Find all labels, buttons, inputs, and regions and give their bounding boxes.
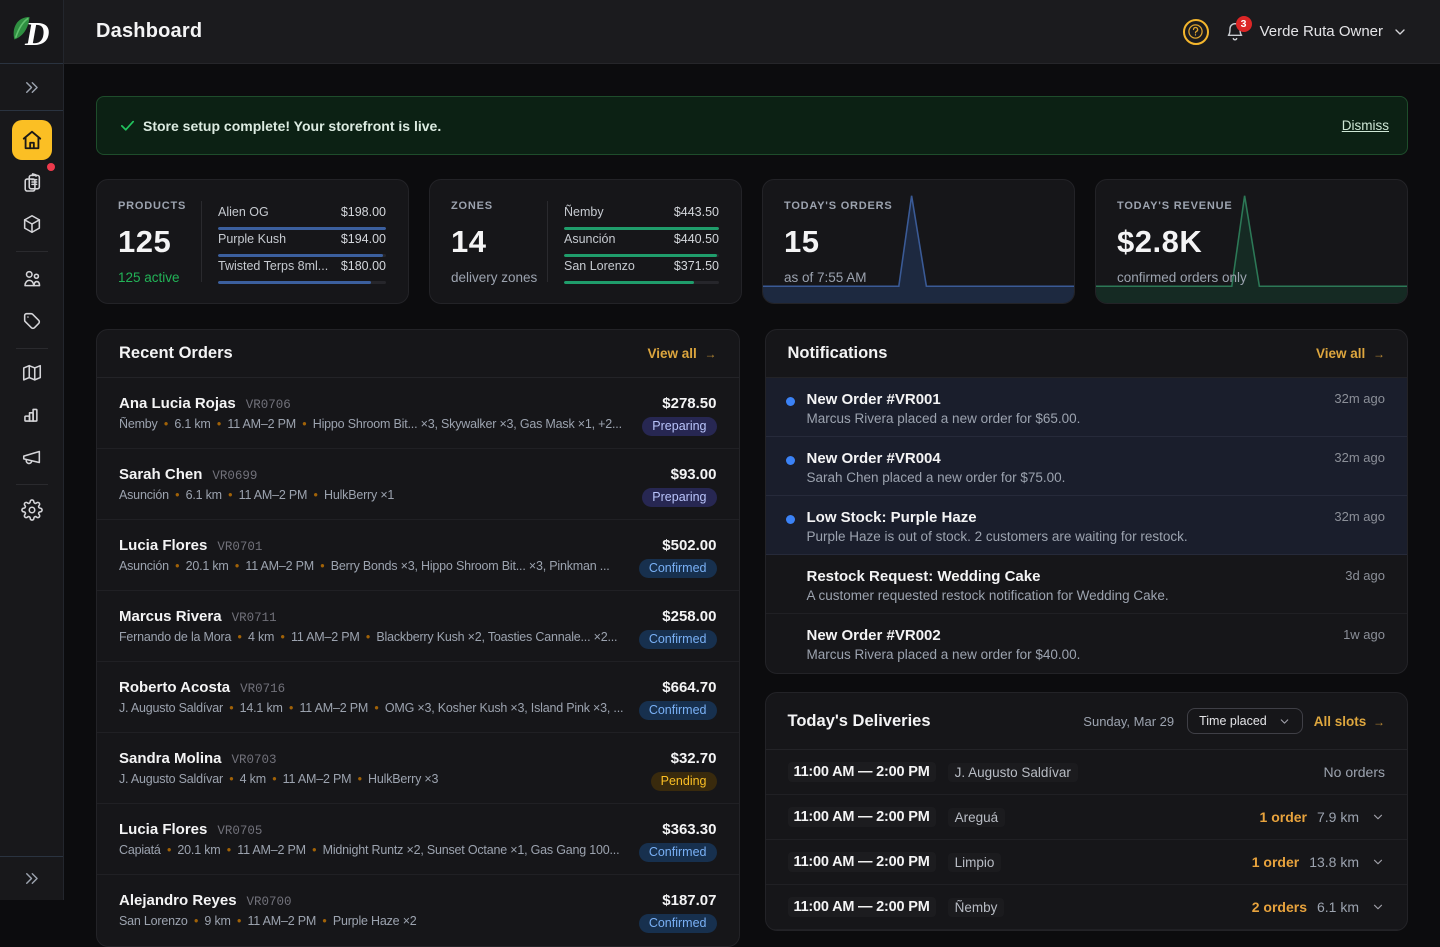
svg-text:D: D <box>24 16 50 53</box>
